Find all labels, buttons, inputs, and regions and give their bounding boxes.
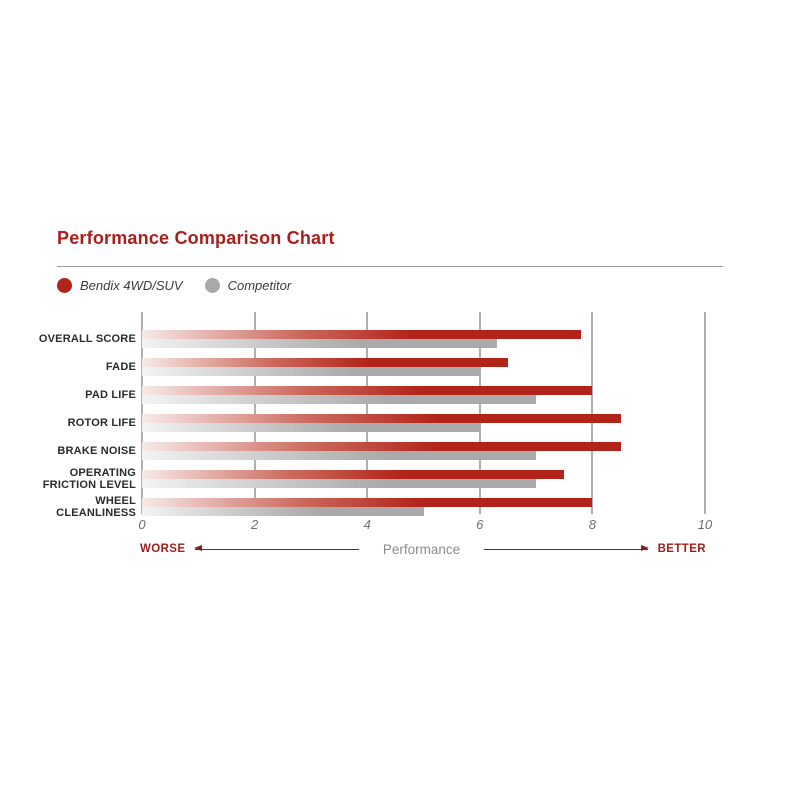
chart-title: Performance Comparison Chart	[57, 228, 335, 248]
category-label: FADE	[105, 361, 136, 373]
worse-label: WORSE	[140, 543, 186, 555]
bendix-bar-overall-score	[142, 330, 582, 339]
chart-row: PAD LIFE	[0, 386, 705, 414]
tick-label-8: 8	[588, 517, 597, 532]
category-label: PAD LIFE	[85, 389, 136, 401]
gridline-2	[254, 312, 256, 514]
competitor-legend-dot-icon	[204, 278, 220, 293]
axis-annotation: WORSE Performance BETTER	[140, 541, 706, 557]
plot-area	[141, 312, 706, 514]
x-axis-ticks: 0 2 4 6 8 10	[138, 517, 712, 533]
chart-row: FADE	[0, 358, 705, 386]
gridline-4	[366, 312, 368, 514]
bar-pair	[142, 330, 705, 358]
better-arrow-icon	[484, 545, 650, 551]
bendix-bar-wheel-cleanliness	[142, 498, 593, 507]
competitor-bar-wheel-cleanliness	[142, 507, 424, 516]
tick-label-2: 2	[250, 517, 259, 532]
gridline-0	[141, 312, 143, 514]
bar-pair	[142, 498, 705, 526]
bar-pair	[142, 470, 705, 498]
bendix-legend-dot-icon	[57, 278, 72, 293]
bar-pair	[142, 414, 705, 442]
competitor-legend-label: Competitor	[227, 278, 292, 293]
chart-row: OPERATING FRICTION LEVEL	[0, 467, 705, 498]
category-label: WHEEL CLEANLINESS	[56, 495, 136, 519]
competitor-bar-operating-friction-level	[142, 479, 537, 488]
competitor-bar-brake-noise	[142, 451, 537, 460]
bar-pair	[142, 442, 705, 470]
tick-label-4: 4	[363, 517, 371, 532]
better-label: BETTER	[657, 543, 706, 555]
chart-row: WHEEL CLEANLINESS	[0, 495, 705, 526]
gridline-8	[591, 312, 593, 514]
category-label: OVERALL SCORE	[38, 333, 136, 345]
bendix-legend-label: Bendix 4WD/SUV	[80, 278, 183, 293]
category-label: ROTOR LIFE	[67, 417, 136, 429]
chart-row: ROTOR LIFE	[0, 414, 705, 442]
bendix-bar-rotor-life	[142, 414, 621, 423]
bar-pair	[142, 386, 705, 414]
bar-rows: OVERALL SCORE FADE PAD LIFE ROTOR LIFE BRAKE…	[0, 330, 705, 526]
bendix-bar-operating-friction-level	[142, 470, 565, 479]
tick-label-10: 10	[697, 517, 713, 532]
tick-label-0: 0	[138, 517, 146, 532]
chart-row: BRAKE NOISE	[0, 442, 705, 470]
worse-arrow-icon	[194, 545, 359, 551]
tick-label-6: 6	[476, 517, 484, 532]
competitor-bar-pad-life	[142, 395, 537, 404]
performance-axis-label: Performance	[382, 541, 461, 557]
bendix-bar-brake-noise	[142, 442, 621, 451]
chart-row: OVERALL SCORE	[0, 330, 705, 358]
competitor-bar-fade	[142, 367, 480, 376]
legend: Bendix 4WD/SUV Competitor	[57, 278, 291, 293]
gridline-6	[479, 312, 481, 514]
gridline-10	[704, 312, 706, 514]
competitor-bar-rotor-life	[142, 423, 480, 432]
bendix-bar-fade	[142, 358, 508, 367]
competitor-bar-overall-score	[142, 339, 497, 348]
category-label: BRAKE NOISE	[57, 445, 136, 457]
bar-pair	[142, 358, 705, 386]
category-label: OPERATING FRICTION LEVEL	[42, 467, 136, 491]
bendix-bar-pad-life	[142, 386, 593, 395]
title-divider	[57, 266, 723, 267]
